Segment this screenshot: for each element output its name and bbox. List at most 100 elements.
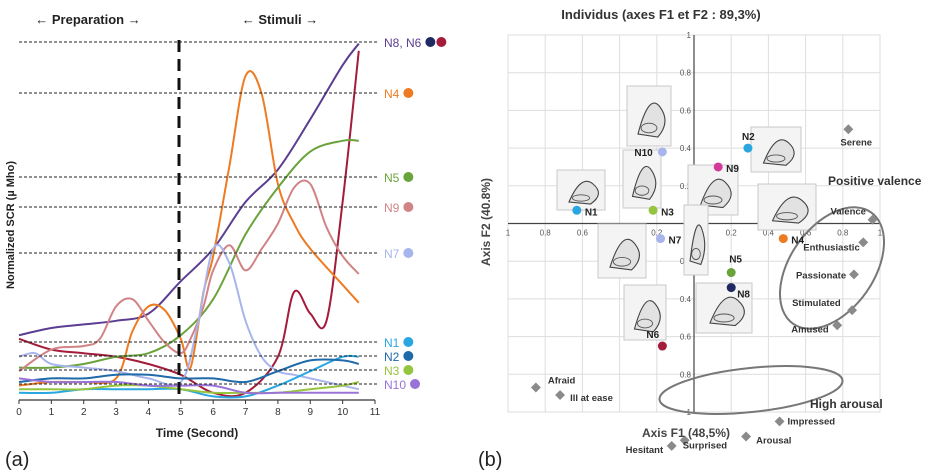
legend-dot-4-0 xyxy=(403,202,414,212)
x-tick-7: 0.4 xyxy=(763,229,775,238)
descriptor-marker-3 xyxy=(849,269,859,280)
x-tick-label-5: 5 xyxy=(178,407,184,418)
descriptor-marker-4 xyxy=(847,305,858,316)
thumbnail-device-sketch xyxy=(568,180,599,205)
product-thumbnail-7 xyxy=(683,204,709,276)
descriptor-marker-5 xyxy=(832,320,843,331)
descriptor-label-6: Afraid xyxy=(548,375,576,386)
product-point-8 xyxy=(713,162,723,172)
legend-label-8: N3 xyxy=(384,364,400,378)
product-thumbnail-2 xyxy=(622,149,662,209)
legend-dot-2-0 xyxy=(403,88,414,98)
x-tick-label-7: 7 xyxy=(243,407,249,418)
x-tick-label-10: 10 xyxy=(337,407,349,418)
product-thumbnail-0 xyxy=(626,85,672,147)
preparation-phase-label: ← Preparation → xyxy=(35,12,140,27)
series-line-0 xyxy=(18,42,360,337)
descriptor-marker-1 xyxy=(867,214,878,225)
y-tick-8: 0.6 xyxy=(680,333,692,342)
y-axis-title: Normalized SCR (µ Mho) xyxy=(5,161,17,289)
legend-dot-9-0 xyxy=(410,379,421,389)
product-point-4 xyxy=(726,268,736,278)
product-point-5 xyxy=(657,341,667,351)
thumbnail-device-detail xyxy=(640,122,658,134)
thumbnail-device-sketch xyxy=(699,178,732,209)
product-label-3: N4 xyxy=(791,236,804,247)
series-line-8 xyxy=(18,381,360,395)
descriptor-label-11: Hesitant xyxy=(626,445,664,456)
x-tick-9: 0.8 xyxy=(837,229,849,238)
thumbnail-device-detail xyxy=(776,212,798,221)
positive-valence-ellipse xyxy=(778,206,886,330)
product-label-8: N9 xyxy=(726,164,739,175)
legend-dot-8-0 xyxy=(403,365,414,375)
product-label-1: N2 xyxy=(742,132,755,143)
thumbnail-device-detail xyxy=(691,247,701,261)
product-points: N1 N2 N3 N4 N5 N6 N7 N8 N9 N10 xyxy=(572,132,805,351)
x-tick-label-3: 3 xyxy=(113,407,119,418)
product-label-4: N5 xyxy=(729,255,742,266)
product-point-0 xyxy=(572,205,582,215)
descriptor-marker-10 xyxy=(679,435,690,446)
y-tick-1: 0.8 xyxy=(680,69,692,78)
descriptor-label-9: Arousal xyxy=(756,436,791,447)
product-thumbnail-3 xyxy=(750,126,802,173)
descriptor-points: Serene Valence Enthusiastic Passionate Stimu… xyxy=(530,124,878,456)
legend-label-5: N7 xyxy=(384,247,400,261)
product-thumbnail-1 xyxy=(556,169,606,211)
series-line-7 xyxy=(18,358,360,384)
panel-a-label: (a) xyxy=(5,449,29,471)
legend-label-0: N8, N6 xyxy=(384,36,422,50)
biplot-x-axis-title: Axis F1 (48,5%) xyxy=(642,426,730,440)
descriptor-marker-0 xyxy=(843,124,854,135)
y-tick-9: 0.8 xyxy=(680,370,692,379)
legend-dot-7-0 xyxy=(403,351,414,361)
thumbnail-device-detail xyxy=(713,313,735,323)
product-thumbnail-5 xyxy=(757,183,817,231)
product-label-6: N7 xyxy=(669,236,682,247)
descriptor-marker-9 xyxy=(741,431,752,442)
x-tick-label-2: 2 xyxy=(81,407,87,418)
y-tick-3: 0.4 xyxy=(680,144,692,153)
descriptor-marker-6 xyxy=(530,382,541,393)
descriptor-marker-7 xyxy=(555,390,566,400)
legend-label-4: N9 xyxy=(384,201,400,215)
thumbnail-device-detail xyxy=(636,318,654,329)
thumbnail-device-sketch xyxy=(771,196,809,224)
thumbnail-device-sketch xyxy=(689,224,706,266)
product-thumbnails xyxy=(556,85,817,341)
x-tick-2: 0.6 xyxy=(577,229,589,238)
descriptor-label-2: Enthusiastic xyxy=(803,242,860,253)
scr-series-lines xyxy=(18,42,360,399)
legend-label-3: N5 xyxy=(384,171,400,185)
descriptor-label-8: Impressed xyxy=(788,416,836,427)
thumbnail-device-sketch xyxy=(709,296,745,327)
positive-valence-label: Positive valence xyxy=(828,174,922,188)
legend-label-7: N2 xyxy=(384,350,400,364)
legend-dot-3-0 xyxy=(403,172,414,182)
legend-dot-0-0 xyxy=(425,37,436,47)
descriptor-label-3: Passionate xyxy=(796,270,846,281)
product-label-2: N3 xyxy=(661,207,674,218)
descriptor-label-1: Valence xyxy=(831,207,866,218)
series-line-4 xyxy=(18,179,360,373)
x-tick-label-0: 0 xyxy=(16,407,22,418)
descriptor-marker-8 xyxy=(774,416,785,427)
thumbnail-device-detail xyxy=(703,195,723,205)
x-tick-label-9: 9 xyxy=(307,407,313,418)
product-thumbnail-6 xyxy=(597,223,647,279)
high-arousal-ellipse xyxy=(658,365,844,415)
series-line-2 xyxy=(18,70,360,387)
x-tick-label-8: 8 xyxy=(275,407,281,418)
legend-dot-6-0 xyxy=(403,337,414,347)
x-axis-title: Time (Second) xyxy=(156,426,238,440)
y-tick-7: 0.4 xyxy=(680,295,692,304)
legend-label-9: N10 xyxy=(384,378,406,392)
product-thumbnail-9 xyxy=(623,284,667,341)
product-point-1 xyxy=(743,143,753,153)
descriptor-label-5: Amused xyxy=(791,324,829,335)
thumbnail-device-detail xyxy=(612,257,632,267)
y-tick-4: 0.2 xyxy=(680,182,692,191)
product-label-0: N1 xyxy=(585,207,598,218)
